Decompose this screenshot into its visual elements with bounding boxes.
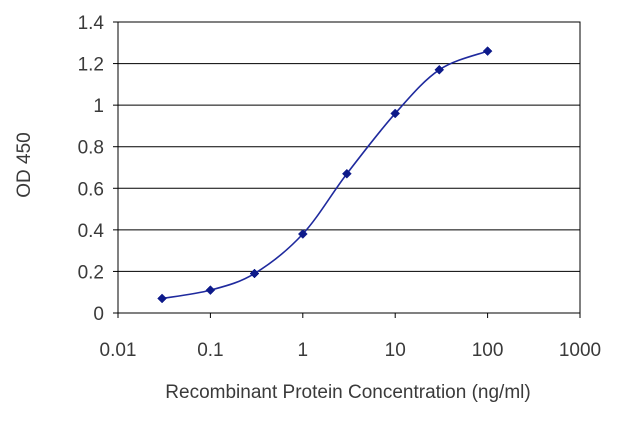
- data-point-marker: [482, 46, 493, 56]
- plot-frame: [117, 21, 581, 314]
- y-tick-label: 0.6: [78, 179, 104, 200]
- x-tick-label: 10: [385, 340, 406, 361]
- data-point-marker: [157, 293, 167, 304]
- series-curve: [161, 50, 488, 300]
- y-tick-label: 1.2: [78, 55, 104, 76]
- data-point-marker: [434, 64, 445, 75]
- x-tick-label: 0.01: [100, 340, 137, 361]
- y-tick-label: 1: [93, 96, 104, 117]
- series-markers: [157, 46, 493, 304]
- x-tick-label: 1: [298, 340, 309, 361]
- data-point-marker: [390, 108, 401, 119]
- y-tick-label: 0.4: [78, 221, 105, 242]
- x-axis-title: Recombinant Protein Concentration (ng/ml…: [165, 382, 530, 403]
- data-point-marker: [249, 268, 260, 279]
- x-tick-label: 100: [472, 340, 504, 361]
- data-point-marker: [205, 285, 216, 295]
- y-tick-label: 0: [93, 304, 104, 325]
- data-point-marker: [297, 229, 308, 239]
- y-tick-label: 0.8: [78, 138, 104, 159]
- data-point-marker: [342, 168, 352, 179]
- x-tick-label: 1000: [559, 340, 601, 361]
- y-axis-title: OD 450: [14, 132, 35, 197]
- axis-ticks: 0 0.2 0.4 0.6 0.8 1 1.2 1.4 0.01 0.1 1 10 100 1000: [78, 13, 602, 361]
- x-tick-label: 0.1: [197, 340, 223, 361]
- series-line: [161, 50, 488, 300]
- y-tick-label: 1.4: [78, 13, 105, 34]
- grid-lines: [118, 63, 580, 272]
- y-tick-label: 0.2: [78, 262, 104, 283]
